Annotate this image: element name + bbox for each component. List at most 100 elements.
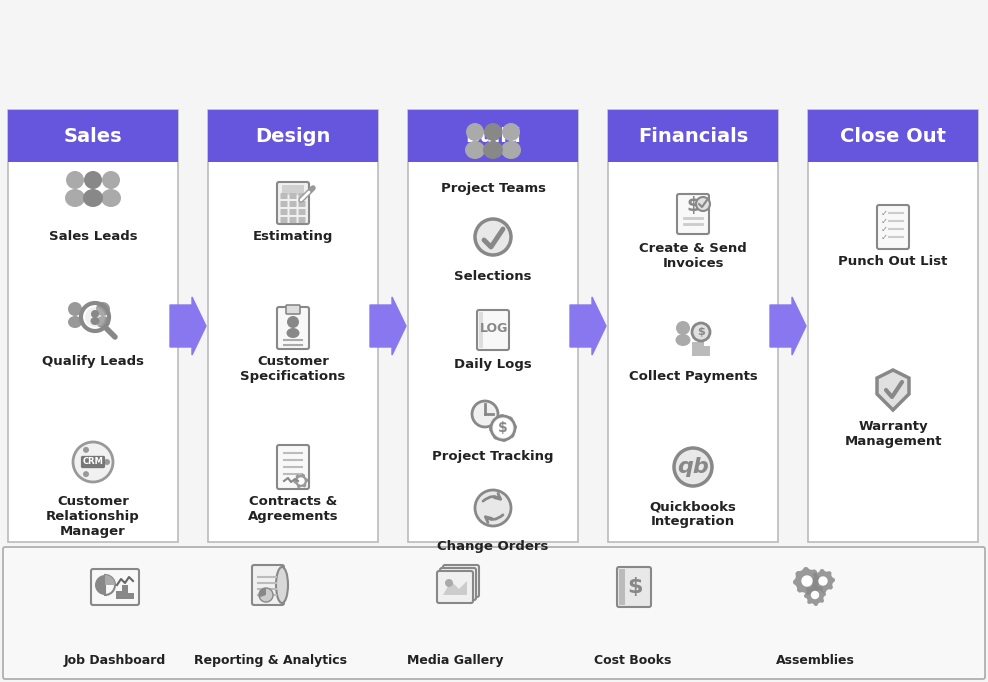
Circle shape: [491, 416, 515, 440]
Ellipse shape: [465, 141, 485, 159]
Text: ✓: ✓: [880, 224, 887, 233]
Text: Daily Logs: Daily Logs: [454, 358, 532, 371]
FancyBboxPatch shape: [608, 110, 778, 162]
FancyBboxPatch shape: [698, 336, 704, 356]
FancyBboxPatch shape: [116, 591, 122, 599]
FancyBboxPatch shape: [277, 307, 309, 349]
FancyBboxPatch shape: [298, 193, 305, 199]
FancyBboxPatch shape: [277, 182, 309, 224]
FancyBboxPatch shape: [208, 110, 378, 162]
Text: Selections: Selections: [454, 270, 532, 283]
Circle shape: [91, 310, 99, 318]
Circle shape: [674, 448, 712, 486]
Ellipse shape: [83, 189, 103, 207]
Circle shape: [298, 478, 304, 484]
FancyBboxPatch shape: [298, 209, 305, 215]
FancyArrow shape: [170, 297, 206, 355]
Wedge shape: [259, 588, 266, 597]
Text: Project Teams: Project Teams: [441, 182, 545, 195]
Wedge shape: [95, 575, 105, 595]
FancyBboxPatch shape: [408, 110, 578, 542]
Text: Cost Books: Cost Books: [595, 654, 672, 667]
FancyArrow shape: [570, 297, 606, 355]
FancyBboxPatch shape: [479, 312, 483, 348]
FancyBboxPatch shape: [3, 547, 985, 679]
Polygon shape: [489, 414, 517, 442]
Circle shape: [472, 401, 498, 427]
Circle shape: [811, 591, 818, 599]
Circle shape: [85, 307, 105, 327]
Circle shape: [819, 577, 827, 585]
FancyBboxPatch shape: [289, 193, 296, 199]
FancyBboxPatch shape: [281, 201, 288, 207]
FancyBboxPatch shape: [282, 185, 304, 195]
Text: Change Orders: Change Orders: [438, 540, 548, 553]
FancyBboxPatch shape: [677, 194, 709, 234]
FancyBboxPatch shape: [8, 110, 178, 162]
FancyArrow shape: [770, 297, 806, 355]
Circle shape: [104, 459, 110, 465]
Text: Qualify Leads: Qualify Leads: [42, 355, 144, 368]
Text: Media Gallery: Media Gallery: [407, 654, 503, 667]
Circle shape: [445, 579, 453, 587]
Text: Reporting & Analytics: Reporting & Analytics: [194, 654, 347, 667]
Ellipse shape: [65, 189, 85, 207]
Circle shape: [73, 442, 113, 482]
FancyBboxPatch shape: [477, 310, 509, 350]
FancyBboxPatch shape: [608, 110, 778, 542]
Text: $: $: [498, 421, 508, 435]
FancyBboxPatch shape: [877, 205, 909, 249]
Polygon shape: [443, 581, 467, 595]
FancyArrow shape: [370, 297, 406, 355]
Text: $: $: [687, 196, 700, 216]
FancyBboxPatch shape: [289, 201, 296, 207]
Polygon shape: [793, 567, 821, 595]
Ellipse shape: [96, 316, 110, 328]
FancyBboxPatch shape: [91, 569, 139, 605]
Ellipse shape: [276, 567, 288, 603]
FancyBboxPatch shape: [277, 445, 309, 489]
FancyBboxPatch shape: [289, 217, 296, 223]
Text: Punch Out List: Punch Out List: [838, 255, 947, 268]
Ellipse shape: [287, 328, 299, 338]
Circle shape: [494, 419, 512, 437]
Circle shape: [102, 171, 120, 189]
FancyBboxPatch shape: [808, 110, 978, 542]
Text: Quickbooks
Integration: Quickbooks Integration: [649, 500, 736, 528]
FancyBboxPatch shape: [443, 565, 479, 597]
FancyBboxPatch shape: [289, 209, 296, 215]
Text: Create & Send
Invoices: Create & Send Invoices: [639, 242, 747, 270]
FancyBboxPatch shape: [298, 201, 305, 207]
Text: Close Out: Close Out: [840, 126, 946, 145]
Wedge shape: [259, 588, 273, 602]
Circle shape: [96, 302, 110, 316]
FancyBboxPatch shape: [281, 217, 288, 223]
Text: $: $: [698, 327, 704, 337]
Wedge shape: [105, 575, 115, 585]
Circle shape: [287, 316, 299, 328]
Circle shape: [502, 123, 520, 141]
Text: Customer
Relationship
Manager: Customer Relationship Manager: [46, 495, 140, 538]
Text: Sales: Sales: [63, 126, 123, 145]
FancyBboxPatch shape: [298, 217, 305, 223]
FancyBboxPatch shape: [208, 110, 378, 542]
FancyBboxPatch shape: [281, 193, 288, 199]
Text: Design: Design: [255, 126, 331, 145]
Text: ✓: ✓: [880, 209, 887, 218]
Text: Sales Leads: Sales Leads: [48, 230, 137, 243]
FancyBboxPatch shape: [8, 110, 178, 542]
FancyBboxPatch shape: [128, 593, 134, 599]
Text: qb: qb: [677, 457, 708, 477]
Circle shape: [83, 447, 89, 453]
Circle shape: [696, 197, 710, 211]
Circle shape: [68, 302, 82, 316]
Polygon shape: [293, 474, 308, 488]
FancyBboxPatch shape: [808, 110, 978, 162]
Circle shape: [83, 471, 89, 477]
Circle shape: [475, 490, 511, 526]
Text: LOG: LOG: [480, 321, 508, 334]
Text: ✓: ✓: [880, 233, 887, 241]
Text: Financials: Financials: [638, 126, 748, 145]
Text: Warranty
Management: Warranty Management: [845, 420, 942, 448]
Ellipse shape: [483, 141, 503, 159]
